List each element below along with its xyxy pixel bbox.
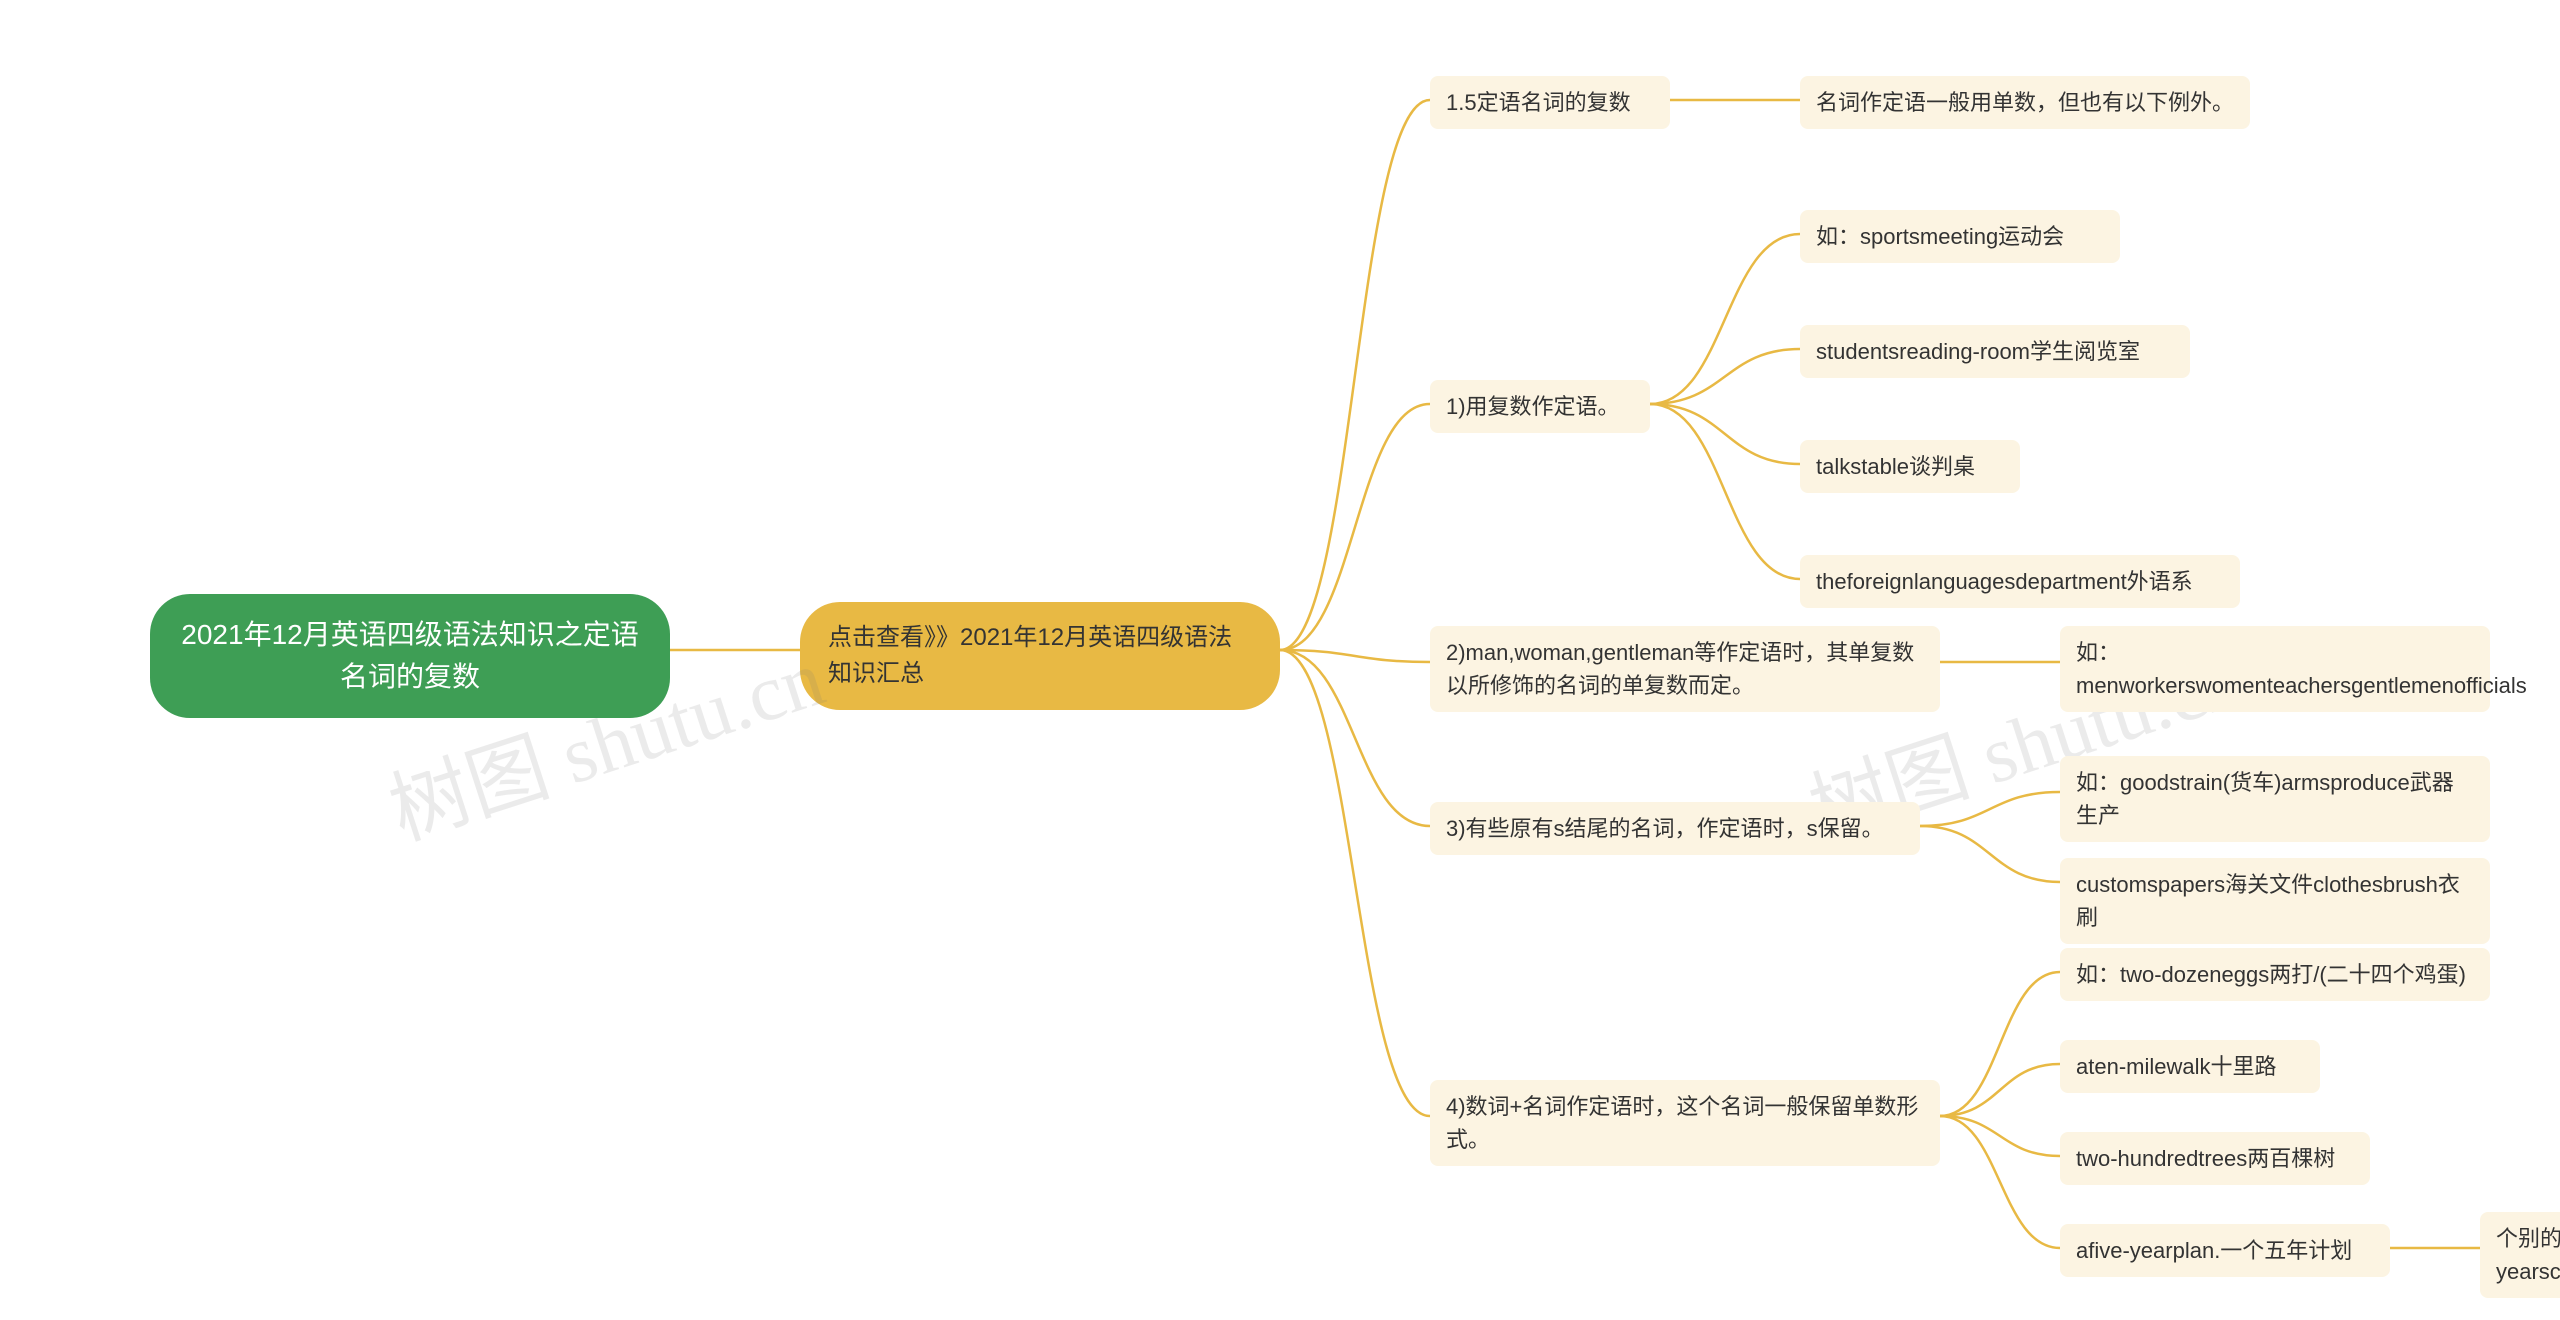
branch-node-label: 3)有些原有s结尾的名词，作定语时，s保留。 <box>1446 812 1884 845</box>
branch-node-label: 1)用复数作定语。 <box>1446 390 1620 423</box>
connector <box>1280 650 1430 662</box>
branch-node-label: 2)man,woman,gentleman等作定语时，其单复数以所修饰的名词的单… <box>1446 636 1924 702</box>
connector <box>1280 100 1430 650</box>
branch-node: 1.5定语名词的复数 <box>1430 76 1670 129</box>
leaf-node-label: afive-yearplan.一个五年计划 <box>2076 1234 2352 1267</box>
branch-node: 4)数词+名词作定语时，这个名词一般保留单数形式。 <box>1430 1080 1940 1166</box>
connector <box>1280 650 1430 826</box>
level1-label: 点击查看》》2021年12月英语四级语法知识汇总 <box>828 620 1252 692</box>
leaf-node-label: talkstable谈判桌 <box>1816 450 1975 483</box>
leaf-node: afive-yearplan.一个五年计划 <box>2060 1224 2390 1277</box>
connector <box>1940 972 2060 1116</box>
leaf-node-label: two-hundredtrees两百棵树 <box>2076 1142 2335 1175</box>
leaf-node-label: 如：goodstrain(货车)armsproduce武器生产 <box>2076 766 2474 832</box>
leaf-node: studentsreading-room学生阅览室 <box>1800 325 2190 378</box>
leaf-node: 如：two-dozeneggs两打/(二十四个鸡蛋) <box>2060 948 2490 1001</box>
connector <box>1650 404 1800 579</box>
leaf-node: 名词作定语一般用单数，但也有以下例外。 <box>1800 76 2250 129</box>
branch-node: 2)man,woman,gentleman等作定语时，其单复数以所修饰的名词的单… <box>1430 626 1940 712</box>
root-label: 2021年12月英语四级语法知识之定语名词的复数 <box>180 614 640 698</box>
root-node: 2021年12月英语四级语法知识之定语名词的复数 <box>150 594 670 718</box>
leaf-node: 个别的有用复数作定语的，如：aseven-yearschild <box>2480 1212 2560 1298</box>
connector <box>1940 1116 2060 1156</box>
connector <box>1280 650 1430 1116</box>
leaf-node: 如：menworkerswomenteachersgentlemenoffici… <box>2060 626 2490 712</box>
leaf-node-label: 个别的有用复数作定语的，如：aseven-yearschild <box>2496 1222 2560 1288</box>
leaf-node: 如：sportsmeeting运动会 <box>1800 210 2120 263</box>
leaf-node: 如：goodstrain(货车)armsproduce武器生产 <box>2060 756 2490 842</box>
connector <box>1650 234 1800 404</box>
connector <box>1940 1116 2060 1248</box>
connector <box>1920 826 2060 882</box>
leaf-node-label: 如：sportsmeeting运动会 <box>1816 220 2064 253</box>
branch-node: 1)用复数作定语。 <box>1430 380 1650 433</box>
connector <box>1650 404 1800 464</box>
leaf-node: customspapers海关文件clothesbrush衣刷 <box>2060 858 2490 944</box>
leaf-node-label: theforeignlanguagesdepartment外语系 <box>1816 565 2193 598</box>
leaf-node-label: 如：menworkerswomenteachersgentlemenoffici… <box>2076 636 2527 702</box>
leaf-node-label: 如：two-dozeneggs两打/(二十四个鸡蛋) <box>2076 958 2466 991</box>
leaf-node: theforeignlanguagesdepartment外语系 <box>1800 555 2240 608</box>
leaf-node: aten-milewalk十里路 <box>2060 1040 2320 1093</box>
leaf-node: two-hundredtrees两百棵树 <box>2060 1132 2370 1185</box>
connector <box>1280 404 1430 650</box>
leaf-node-label: customspapers海关文件clothesbrush衣刷 <box>2076 868 2474 934</box>
leaf-node-label: 名词作定语一般用单数，但也有以下例外。 <box>1816 86 2234 119</box>
leaf-node-label: studentsreading-room学生阅览室 <box>1816 335 2140 368</box>
branch-node-label: 1.5定语名词的复数 <box>1446 86 1631 119</box>
branch-node: 3)有些原有s结尾的名词，作定语时，s保留。 <box>1430 802 1920 855</box>
connector <box>1920 792 2060 826</box>
branch-node-label: 4)数词+名词作定语时，这个名词一般保留单数形式。 <box>1446 1090 1924 1156</box>
level1-node: 点击查看》》2021年12月英语四级语法知识汇总 <box>800 602 1280 710</box>
leaf-node: talkstable谈判桌 <box>1800 440 2020 493</box>
connector <box>1940 1064 2060 1116</box>
connector <box>1650 349 1800 404</box>
leaf-node-label: aten-milewalk十里路 <box>2076 1050 2277 1083</box>
